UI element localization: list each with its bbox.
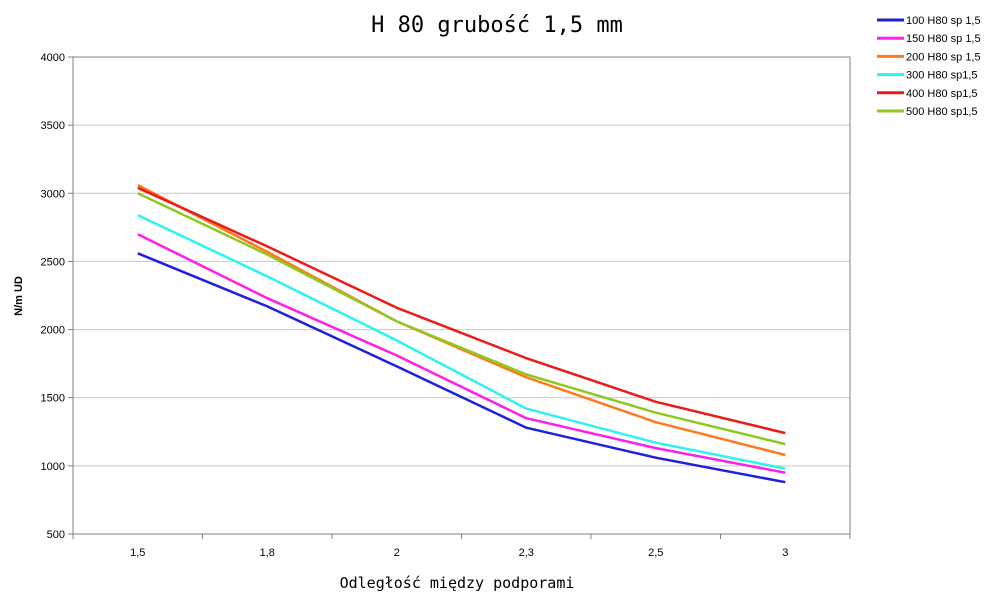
y-tick-label: 3000	[41, 188, 65, 200]
legend-label: 500 H80 sp1,5	[906, 106, 978, 118]
legend: 100 H80 sp 1,5 150 H80 sp 1,5 200 H80 sp 1…	[877, 15, 981, 118]
y-tick-label: 4000	[41, 52, 65, 64]
series-line-4	[137, 213, 786, 470]
legend-label: 400 H80 sp1,5	[906, 88, 978, 100]
x-axis-label: Odległość między podporami	[340, 574, 575, 592]
x-tick-label: 3	[782, 547, 788, 559]
x-tick-label: 1,8	[260, 547, 275, 559]
x-tick-label: 1,5	[130, 547, 145, 559]
series-line-3	[137, 183, 786, 457]
x-tick-label: 2	[394, 547, 400, 559]
series-line-6	[137, 192, 786, 446]
plot-area: 500 1000 1500 2000 2500 3000 3500 4000 1,5 1,8 2 2,…	[41, 52, 851, 559]
y-axis-label: N/m UD	[13, 276, 25, 316]
legend-label: 150 H80 sp 1,5	[906, 33, 981, 45]
series-line-1	[137, 252, 786, 484]
legend-label: 200 H80 sp 1,5	[906, 51, 981, 63]
y-tick-label: 2000	[41, 325, 65, 337]
legend-label: 100 H80 sp 1,5	[906, 15, 981, 27]
x-tick-label: 2,5	[648, 547, 663, 559]
y-tick-label: 500	[47, 529, 65, 541]
legend-label: 300 H80 sp1,5	[906, 70, 978, 82]
chart-title: H 80 grubość 1,5 mm	[371, 13, 623, 38]
y-tick-label: 1500	[41, 393, 65, 405]
series-line-5	[137, 186, 786, 435]
series-line-2	[137, 233, 786, 474]
y-tick-label: 3500	[41, 120, 65, 132]
y-tick-label: 1000	[41, 461, 65, 473]
y-tick-label: 2500	[41, 256, 65, 268]
x-tick-label: 2,3	[519, 547, 534, 559]
